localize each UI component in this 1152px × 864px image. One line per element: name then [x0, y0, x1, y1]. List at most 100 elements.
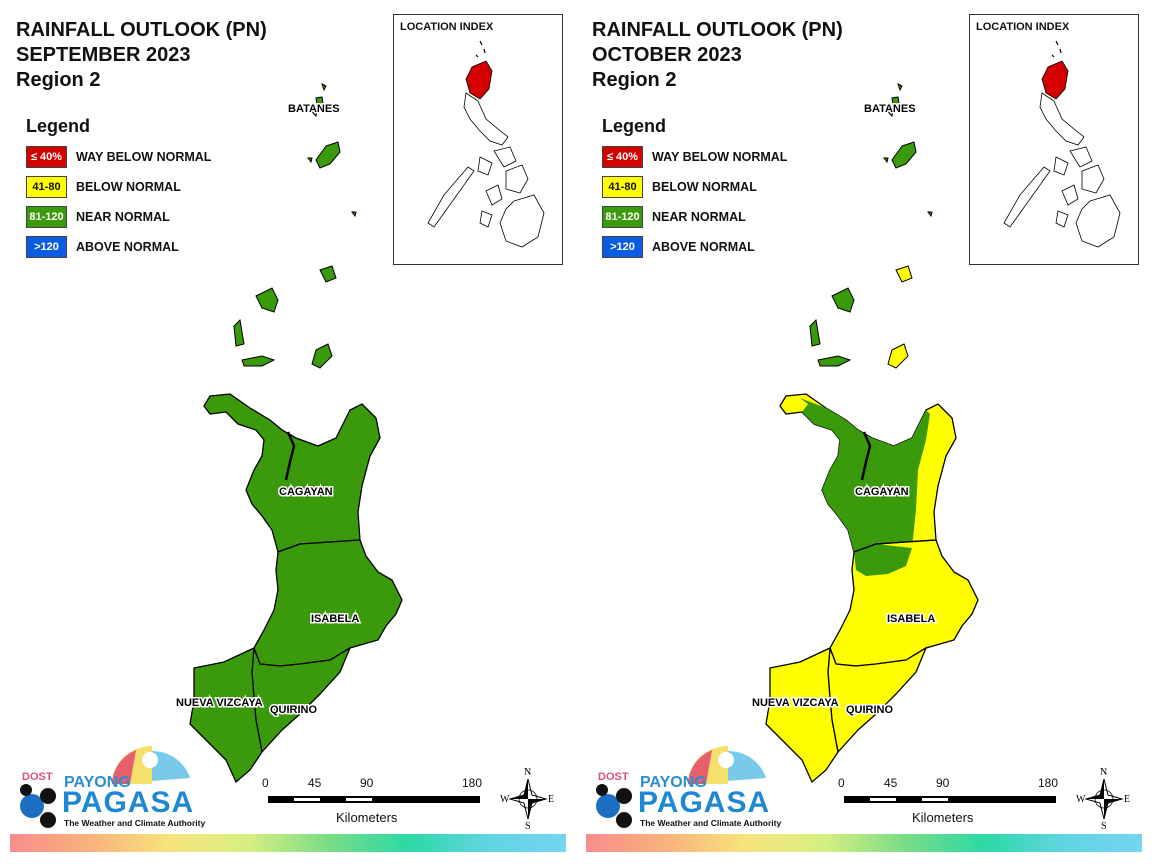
label-quirino: QUIRINO: [270, 704, 318, 716]
legend-swatch: 81-120: [602, 206, 643, 228]
nueva-vizcaya-province: [765, 646, 839, 784]
umbrella-logo-graphic: [20, 746, 190, 828]
footer-color-bar: [586, 834, 1142, 852]
legend-item-above: >120 ABOVE NORMAL: [26, 236, 179, 266]
legend-swatch: 41-80: [602, 176, 643, 198]
title-line-2: SEPTEMBER 2023: [16, 44, 191, 66]
compass-n: N: [1100, 767, 1107, 778]
scale-tick-180: 180: [462, 776, 483, 790]
location-index-title: LOCATION INDEX: [976, 21, 1070, 33]
legend-title: Legend: [26, 116, 91, 136]
logo-tagline: The Weather and Climate Authority: [640, 818, 782, 828]
batanes-islands: [233, 83, 357, 369]
legend-swatch: 41-80: [26, 176, 67, 198]
label-cagayan: CAGAYAN: [279, 486, 333, 498]
title-line-3: Region 2: [592, 69, 677, 91]
scale-tick-45: 45: [884, 776, 898, 790]
logo-payong-text: PAYONG: [640, 774, 707, 791]
legend-title: Legend: [602, 116, 667, 136]
umbrella-logo-graphic: [596, 746, 766, 828]
legend-label: ABOVE NORMAL: [76, 240, 179, 254]
region2-map: BATANES CAGAYAN ISABELA NUEVA VIZCAYA QU…: [175, 83, 403, 784]
legend-label: ABOVE NORMAL: [652, 240, 755, 254]
location-index-title: LOCATION INDEX: [400, 21, 494, 33]
panel-september: RAINFALL OUTLOOK (PN) SEPTEMBER 2023 Reg…: [10, 14, 566, 852]
nueva-vizcaya-province: [189, 646, 263, 784]
logo-pagasa-text: PAGASA: [638, 786, 771, 819]
legend-label: NEAR NORMAL: [652, 210, 746, 224]
label-batanes: BATANES: [864, 103, 916, 115]
legend: Legend ≤ 40% WAY BELOW NORMAL 41-80 BELO…: [26, 116, 211, 266]
label-batanes: BATANES: [288, 103, 340, 115]
region2-map: BATANES CAGAYAN ISABELA NUEVA VIZCAYA QU…: [751, 83, 979, 784]
location-index-inset: LOCATION INDEX: [393, 14, 563, 265]
north-arrow-compass: N S W E: [1076, 765, 1132, 832]
legend-item-below: 41-80 BELOW NORMAL: [26, 176, 181, 206]
payong-pagasa-logo: DOST PAYONG PAGASA The Weather and Clima…: [588, 738, 782, 834]
legend: Legend ≤ 40% WAY BELOW NORMAL 41-80 BELO…: [602, 116, 787, 266]
legend-item-below: 41-80 BELOW NORMAL: [602, 176, 757, 206]
legend-item-near: 81-120 NEAR NORMAL: [26, 206, 170, 236]
legend-label: BELOW NORMAL: [76, 180, 181, 194]
label-isabela: ISABELA: [887, 613, 935, 625]
compass-e: E: [1124, 794, 1130, 805]
scale-bar: 0 45 90 180 Kilometers: [838, 776, 1068, 826]
cagayan-near-normal-zone: [800, 398, 930, 574]
legend-swatch: 81-120: [26, 206, 67, 228]
legend-swatch: >120: [602, 236, 643, 258]
scale-bar: 0 45 90 180 Kilometers: [262, 776, 492, 826]
label-cagayan: CAGAYAN: [855, 486, 909, 498]
footer-color-bar: [10, 834, 566, 852]
scale-tick-0: 0: [838, 776, 845, 790]
title-line-2: OCTOBER 2023: [592, 44, 742, 66]
philippines-outline-map: [1003, 40, 1121, 248]
title-line-1: RAINFALL OUTLOOK (PN): [16, 19, 267, 41]
philippines-outline-map: [427, 40, 545, 248]
legend-label: WAY BELOW NORMAL: [652, 150, 788, 164]
scale-tick-0: 0: [262, 776, 269, 790]
logo-pagasa-text: PAGASA: [62, 786, 195, 819]
cagayan-province: [203, 393, 381, 553]
scale-tick-45: 45: [308, 776, 322, 790]
legend-label: WAY BELOW NORMAL: [76, 150, 212, 164]
label-nueva-vizcaya: NUEVA VIZCAYA: [176, 697, 263, 709]
title-line-3: Region 2: [16, 69, 101, 91]
map-title: RAINFALL OUTLOOK (PN) OCTOBER 2023 Regio…: [592, 18, 843, 93]
title-line-1: RAINFALL OUTLOOK (PN): [592, 19, 843, 41]
map-title: RAINFALL OUTLOOK (PN) SEPTEMBER 2023 Reg…: [16, 18, 267, 93]
legend-item-above: >120 ABOVE NORMAL: [602, 236, 755, 266]
legend-item-way-below: ≤ 40% WAY BELOW NORMAL: [602, 146, 787, 176]
batanes-islands: [809, 83, 933, 369]
logo-dost-text: DOST: [22, 771, 53, 783]
legend-swatch: ≤ 40%: [26, 146, 67, 168]
compass-w: W: [500, 794, 510, 805]
scale-bar-line: [268, 796, 480, 803]
label-quirino: QUIRINO: [846, 704, 894, 716]
scale-unit: Kilometers: [912, 810, 974, 825]
compass-s: S: [525, 821, 531, 831]
legend-swatch: ≤ 40%: [602, 146, 643, 168]
payong-pagasa-logo: DOST PAYONG PAGASA The Weather and Clima…: [12, 738, 206, 834]
label-nueva-vizcaya: NUEVA VIZCAYA: [752, 697, 839, 709]
logo-dost-text: DOST: [598, 771, 629, 783]
scale-unit: Kilometers: [336, 810, 398, 825]
scale-tick-90: 90: [936, 776, 950, 790]
scale-tick-180: 180: [1038, 776, 1059, 790]
legend-item-way-below: ≤ 40% WAY BELOW NORMAL: [26, 146, 211, 176]
scale-tick-90: 90: [360, 776, 374, 790]
location-index-inset: LOCATION INDEX: [969, 14, 1139, 265]
logo-payong-text: PAYONG: [64, 774, 131, 791]
panel-october: RAINFALL OUTLOOK (PN) OCTOBER 2023 Regio…: [576, 0, 1152, 864]
compass-e: E: [548, 794, 554, 805]
compass-n: N: [524, 767, 531, 778]
label-isabela: ISABELA: [311, 613, 359, 625]
compass-w: W: [1076, 794, 1086, 805]
legend-swatch: >120: [26, 236, 67, 258]
compass-s: S: [1101, 821, 1107, 831]
legend-label: BELOW NORMAL: [652, 180, 757, 194]
legend-item-near: 81-120 NEAR NORMAL: [602, 206, 746, 236]
isabela-province: [253, 539, 403, 667]
logo-tagline: The Weather and Climate Authority: [64, 818, 206, 828]
north-arrow-compass: N S W E: [500, 765, 556, 832]
legend-label: NEAR NORMAL: [76, 210, 170, 224]
